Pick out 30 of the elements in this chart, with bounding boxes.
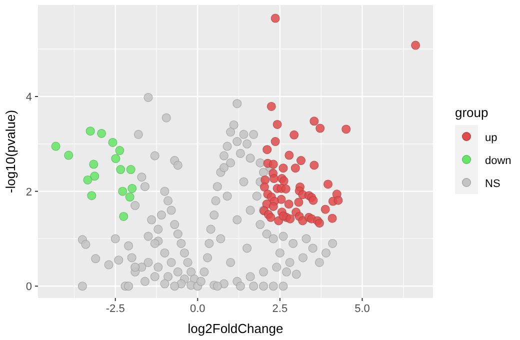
point [125,192,134,202]
point [51,142,60,151]
point [115,146,124,156]
x-tick-label: 0.0 [190,303,206,315]
point [87,191,96,200]
y-axis-title: -log10(pvalue) [3,110,18,194]
x-tick-label: -2.5 [106,303,125,315]
point [108,138,118,147]
point [64,150,74,160]
x-axis-title: log2FoldChange [188,321,284,336]
point [118,186,128,196]
y-tick-label: 4 [26,92,32,104]
legend-label: down [485,155,512,167]
point [119,212,128,221]
legend-title: group [455,105,488,120]
legend-label: up [485,132,498,144]
y-tick-label: 0 [26,281,32,294]
point [126,165,136,174]
point [128,184,137,193]
point [90,172,100,181]
x-tick-label: 5.0 [354,303,370,315]
x-tick-label: 2.5 [272,303,288,315]
y-tick-label: 2 [26,186,32,198]
point [116,165,126,174]
point [89,160,98,169]
point [83,175,92,184]
point [97,128,106,138]
legend-label: NS [485,178,500,190]
point [111,154,120,164]
point [86,126,95,136]
